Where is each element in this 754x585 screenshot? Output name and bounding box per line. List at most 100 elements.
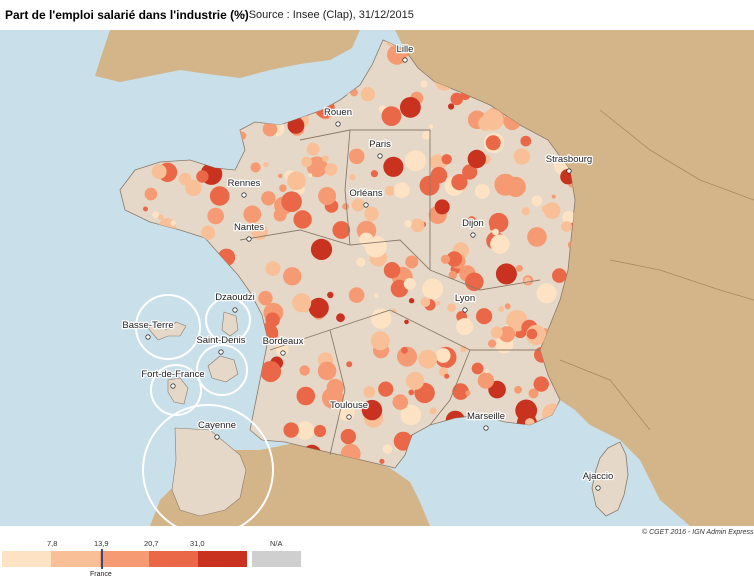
east-neighbors	[395, 30, 754, 526]
commune-patch	[528, 388, 539, 399]
commune-patch	[489, 226, 494, 231]
map-title: Part de l'emploi salarié dans l'industri…	[5, 8, 249, 22]
commune-patch	[408, 389, 415, 396]
commune-patch	[504, 303, 511, 310]
commune-patch	[450, 92, 464, 106]
commune-patch	[371, 308, 392, 329]
commune-patch	[446, 251, 463, 267]
commune-patch	[143, 206, 148, 212]
map-header: Part de l'emploi salarié dans l'industri…	[0, 0, 754, 31]
commune-patch	[495, 263, 517, 285]
commune-patch	[361, 399, 383, 421]
commune-patch	[293, 210, 312, 229]
commune-patch	[265, 261, 281, 277]
commune-patch	[452, 383, 469, 400]
neighbor-borders	[559, 109, 754, 431]
overseas-insets	[135, 294, 274, 526]
commune-patch	[301, 156, 312, 168]
commune-patch	[514, 385, 522, 394]
commune-patch	[381, 106, 402, 126]
city-label-paris: Paris	[369, 139, 391, 150]
commune-patch	[327, 291, 334, 299]
commune-patch	[306, 156, 328, 178]
commune-patch	[418, 349, 438, 369]
commune-patch	[158, 214, 164, 220]
commune-patch	[313, 424, 327, 438]
commune-patch	[521, 207, 530, 216]
commune-patch	[170, 220, 176, 226]
commune-patch	[262, 121, 278, 137]
legend-class-3	[100, 551, 149, 567]
commune-patch	[505, 176, 526, 197]
city-dot-rennes	[241, 192, 247, 198]
city-label-saint-denis: Saint-Denis	[196, 335, 245, 346]
commune-patch	[308, 173, 313, 178]
commune-patch	[265, 312, 280, 328]
commune-patch	[403, 278, 416, 290]
commune-patch	[422, 278, 444, 300]
commune-patch	[536, 283, 557, 304]
inset-mayotte	[205, 297, 251, 343]
commune-patch	[349, 174, 356, 181]
city-dot-fort-de-france	[170, 383, 176, 389]
commune-patch	[383, 156, 404, 177]
city-dot-saint-denis	[218, 349, 224, 355]
commune-patch	[477, 372, 495, 389]
commune-patch	[278, 173, 283, 179]
commune-patch	[430, 166, 448, 184]
commune-patch	[513, 148, 531, 165]
commune-patch	[383, 262, 401, 279]
commune-patch	[498, 306, 505, 312]
commune-patch	[185, 179, 202, 197]
city-dot-ajaccio	[595, 485, 601, 491]
city-label-bordeaux: Bordeaux	[263, 336, 304, 347]
commune-patch	[263, 162, 269, 168]
city-dot-nantes	[246, 236, 252, 242]
commune-patch	[179, 177, 184, 182]
uk-landmass	[95, 30, 360, 82]
commune-patch	[484, 368, 490, 374]
commune-patch	[391, 308, 397, 314]
region-borders	[239, 129, 541, 456]
guyane-shape	[171, 427, 247, 517]
commune-patch	[151, 164, 167, 180]
inset-reunion	[196, 344, 248, 396]
map-source: - Source : Insee (Clap), 31/12/2015	[242, 9, 414, 21]
commune-patch	[429, 407, 437, 415]
commune-patch	[515, 399, 538, 422]
commune-patch	[444, 373, 450, 379]
legend-class-5	[198, 551, 247, 567]
commune-patch	[348, 287, 365, 303]
commune-patch	[440, 254, 451, 264]
commune-patch	[370, 170, 378, 178]
legend-class-2	[51, 551, 100, 567]
commune-patch	[243, 205, 262, 224]
commune-patch	[322, 155, 329, 162]
commune-patch	[287, 171, 306, 191]
commune-patch	[279, 184, 287, 192]
commune-patch	[541, 205, 550, 213]
city-label-toulouse: Toulouse	[330, 400, 368, 411]
commune-patch	[378, 381, 394, 397]
city-label-rennes: Rennes	[228, 178, 261, 189]
commune-patch	[404, 319, 409, 325]
commune-patch	[462, 164, 478, 180]
legend-class-4	[149, 551, 198, 567]
commune-patch	[488, 339, 497, 348]
city-dot-cayenne	[214, 434, 220, 440]
commune-patch	[296, 386, 316, 406]
commune-patch	[196, 170, 209, 183]
commune-patch	[292, 293, 312, 313]
overseas-islands	[147, 311, 247, 517]
commune-patch	[317, 361, 337, 381]
commune-patch	[467, 216, 476, 225]
commune-patch	[346, 361, 353, 368]
commune-patch	[498, 326, 515, 343]
inset-guadeloupe	[135, 294, 201, 360]
commune-patch	[283, 422, 299, 438]
commune-patch	[324, 163, 338, 176]
commune-patch	[456, 318, 474, 336]
city-dot-strasbourg	[566, 168, 572, 174]
city-dot-dzaoudzi	[232, 307, 238, 313]
commune-patch	[561, 221, 572, 232]
